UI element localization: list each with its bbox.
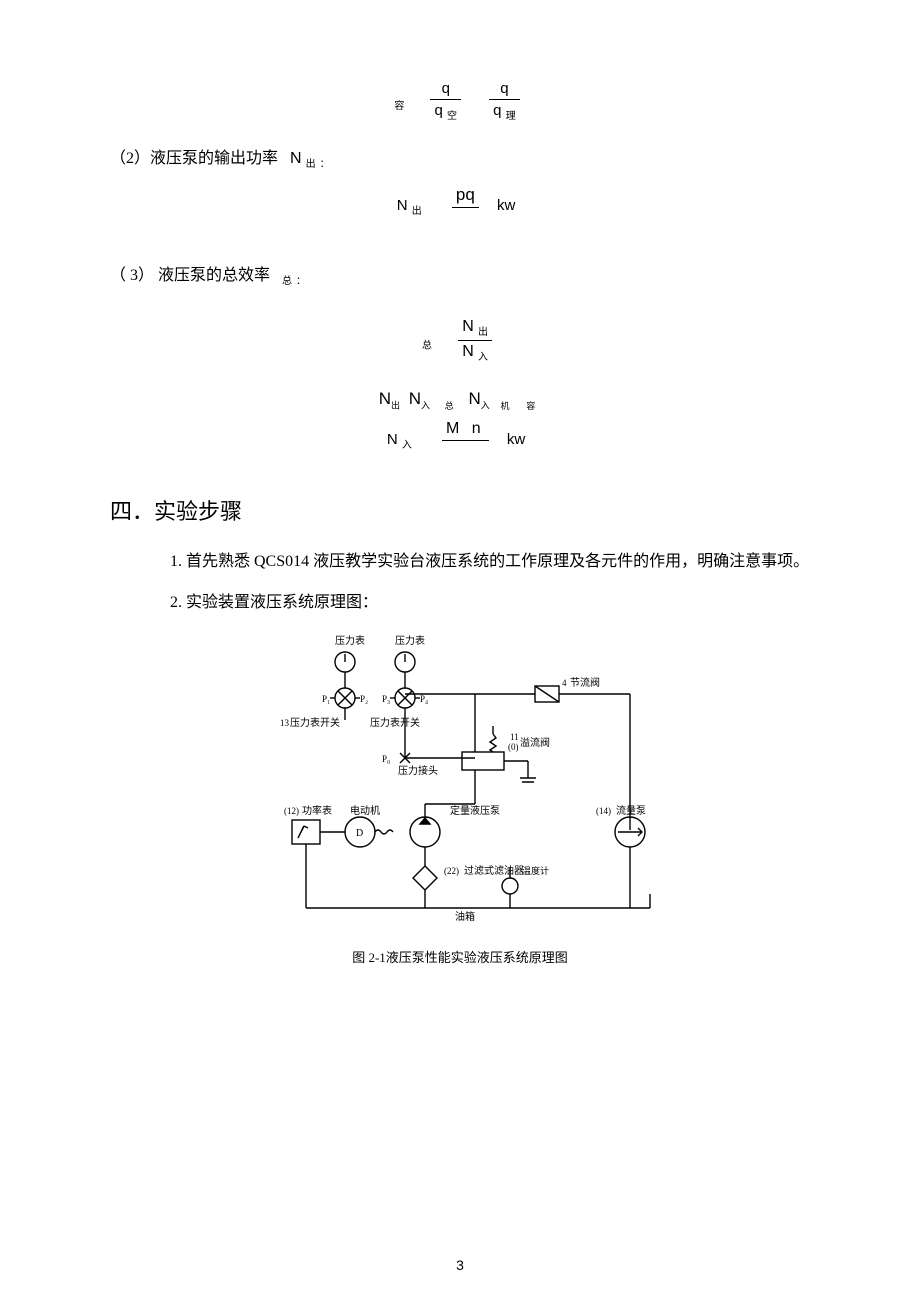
svg-text:D: D xyxy=(356,828,363,839)
formula-volumetric-eff: 容 q q 空 q q 理 xyxy=(110,80,810,122)
svg-text:溢流阀: 溢流阀 xyxy=(520,736,550,749)
formula-expand: N出 N入 总 N入 机 容 xyxy=(110,389,810,411)
svg-text:(0): (0) xyxy=(508,742,519,752)
svg-text:压力表开关: 压力表开关 xyxy=(370,716,420,729)
svg-text:压力表: 压力表 xyxy=(395,634,425,647)
svg-text:P₂: P₂ xyxy=(360,694,368,704)
svg-text:4: 4 xyxy=(562,678,567,688)
f1-num: q xyxy=(430,80,461,100)
heading-steps: 四．实验步骤 xyxy=(110,494,810,526)
svg-text:P₄: P₄ xyxy=(420,694,428,704)
figure-caption: 图 2-1液压泵性能实验液压系统原理图 xyxy=(110,947,810,966)
svg-text:P₀: P₀ xyxy=(382,754,390,764)
step-2: 2. 实验装置液压系统原理图： xyxy=(170,589,810,616)
eta-vol-sub: 容 xyxy=(394,101,404,112)
svg-text:油箱: 油箱 xyxy=(455,910,475,923)
para-output-power: （2）液压泵的输出功率 N 出 ： xyxy=(110,146,810,173)
svg-text:节流阀: 节流阀 xyxy=(570,676,600,689)
svg-text:定量液压泵: 定量液压泵 xyxy=(450,804,500,817)
hydraulic-schematic: 压力表 压力表 13 压力表开关 压力表开关 4 节流阀 11 (0) 溢流阀 … xyxy=(110,634,810,929)
step-1: 1. 首先熟悉 QCS014 液压教学实验台液压系统的工作原理及各元件的作用，明… xyxy=(170,548,810,575)
svg-text:过滤式滤油器: 过滤式滤油器 xyxy=(464,864,524,877)
svg-text:功率表: 功率表 xyxy=(302,804,332,817)
svg-text:P₃: P₃ xyxy=(382,694,390,704)
formula-input-power: N 入 M n kw xyxy=(110,420,810,460)
svg-text:P₁: P₁ xyxy=(322,694,330,704)
para-total-eff: （ 3） 液压泵的总效率 总 ： xyxy=(110,263,810,290)
svg-text:压力表: 压力表 xyxy=(335,634,365,647)
svg-text:(22): (22) xyxy=(444,866,459,876)
svg-text:13: 13 xyxy=(280,718,290,728)
svg-text:11: 11 xyxy=(510,732,519,742)
formula-output-power: N 出 pq kw xyxy=(110,185,810,227)
f2-num: q xyxy=(489,80,520,100)
svg-text:流量泵: 流量泵 xyxy=(616,804,646,817)
svg-text:温度计: 温度计 xyxy=(522,865,549,876)
formula-total-eff: 总 N 出 N 入 xyxy=(110,318,810,363)
svg-text:(14): (14) xyxy=(596,806,611,816)
svg-text:压力接头: 压力接头 xyxy=(398,764,438,777)
svg-text:压力表开关: 压力表开关 xyxy=(290,716,340,729)
svg-text:(12): (12) xyxy=(284,806,299,816)
svg-text:电动机: 电动机 xyxy=(350,804,380,817)
page-number: 3 xyxy=(0,1257,920,1273)
